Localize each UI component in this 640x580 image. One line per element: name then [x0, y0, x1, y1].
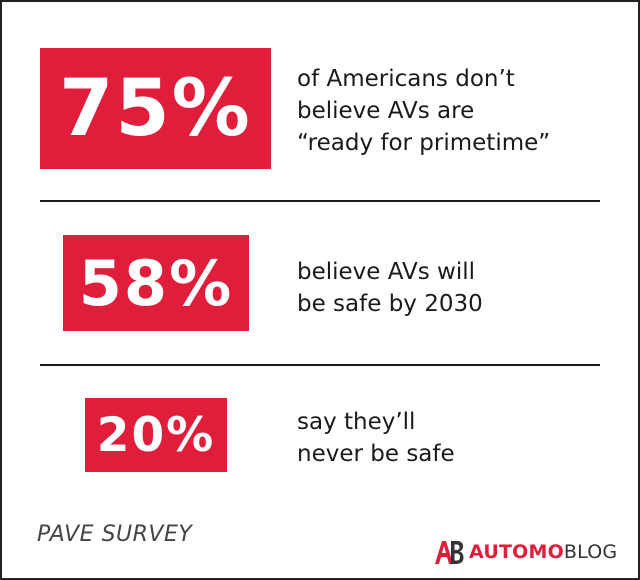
brand-mark-icon	[435, 541, 464, 564]
divider-1	[40, 200, 600, 202]
brand-name-part1: AUTOMO	[469, 541, 564, 563]
brand-name-part2: BLOG	[563, 541, 618, 563]
divider-2	[40, 364, 600, 366]
brand-logo: AUTOMOBLOG	[434, 537, 617, 567]
stat-value-2: 58%	[78, 246, 234, 320]
stat-value-box-1: 75%	[40, 48, 271, 169]
stat-description-3: say they’ll never be safe	[297, 409, 455, 467]
stat-value-box-3: 20%	[85, 398, 227, 472]
stat-description-2: believe AVs will be safe by 2030	[297, 259, 483, 317]
stat-value-3: 20%	[96, 407, 216, 463]
stat-description-1: of Americans don’t believe AVs are “read…	[297, 66, 551, 156]
source-label: PAVE SURVEY	[37, 522, 193, 547]
stat-value-1: 75%	[59, 63, 252, 154]
stat-value-box-2: 58%	[63, 235, 249, 331]
brand-name: AUTOMOBLOG	[469, 541, 617, 563]
